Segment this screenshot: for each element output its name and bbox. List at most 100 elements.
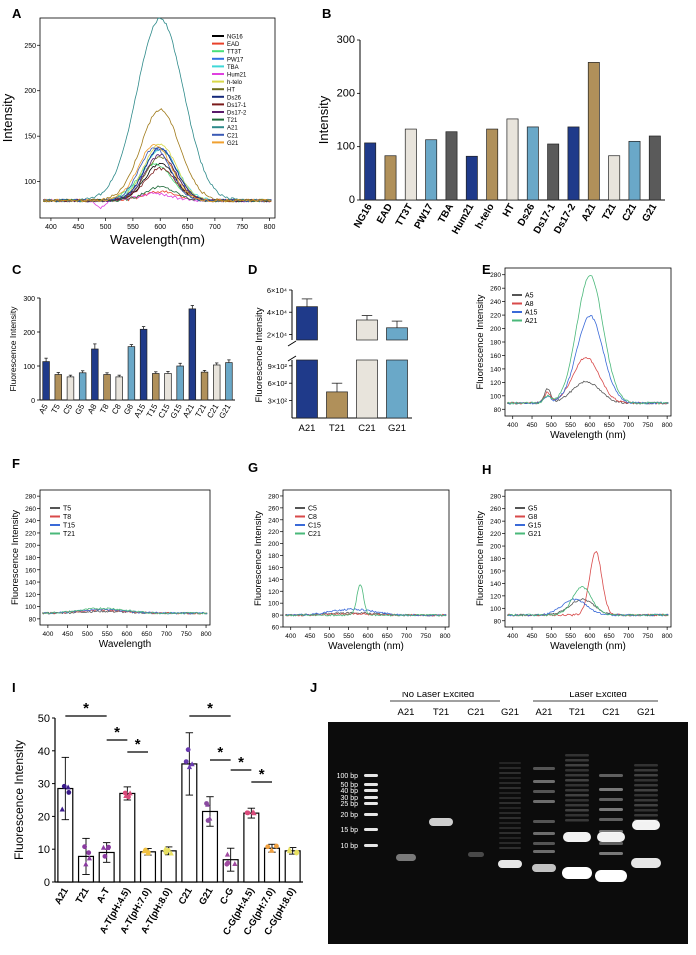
category-label: T21 (601, 202, 619, 223)
bar-A-T(pH:7.0) (139, 851, 157, 883)
y-tick-label: 80 (272, 613, 280, 620)
gel-band (565, 789, 589, 792)
gel-band (599, 808, 623, 811)
x-tick-label: 550 (565, 633, 576, 640)
x-tick-label: 500 (82, 631, 93, 638)
data-point (189, 761, 195, 767)
y-tick-label: 9×10² (268, 362, 288, 371)
y-tick-label: 180 (490, 556, 501, 563)
legend-label: h-telo (227, 80, 243, 86)
gel-band (533, 790, 555, 793)
series-line-A5 (507, 380, 669, 405)
y-tick-label: 0 (44, 877, 50, 889)
bar-T5 (54, 374, 62, 401)
gel-band (634, 799, 658, 802)
gel-band (634, 784, 658, 787)
y-tick-label: 0 (31, 398, 35, 405)
significance-marker: * (135, 736, 141, 753)
data-point (205, 801, 211, 807)
y-tick-label: 180 (25, 555, 36, 562)
category-label: C8 (110, 402, 123, 416)
gel-band (565, 769, 589, 772)
category-label: TT3T (394, 202, 415, 228)
data-point (82, 844, 87, 850)
legend-label: PW17 (227, 57, 244, 63)
y-tick-label: 260 (490, 286, 501, 293)
panel-letter: H (482, 462, 491, 477)
lane-label: G21 (501, 707, 519, 718)
legend-label: C15 (308, 523, 321, 530)
data-point (100, 844, 107, 850)
gel-band (599, 774, 623, 777)
gel-band (533, 850, 555, 853)
bar-Ds17-2 (567, 126, 580, 201)
gel-panel-j: No Laser Excited Laser Excited A21 T21 C21 G2… (328, 692, 688, 944)
gel-band (499, 807, 521, 809)
data-point (102, 853, 108, 859)
category-label: A5 (37, 402, 50, 415)
axis-break (287, 355, 297, 362)
bar-C21 (628, 140, 641, 201)
x-tick-label: 550 (343, 633, 354, 640)
category-label: T5 (50, 402, 63, 415)
plot-frame (282, 489, 450, 628)
series-line-A8 (507, 357, 669, 405)
panel-letter: J (310, 680, 317, 695)
significance-marker: * (114, 724, 120, 741)
bar-G15 (176, 365, 184, 401)
y-tick-label: 40 (38, 746, 50, 758)
y-tick-label: 200 (490, 544, 501, 551)
x-tick-label: 400 (507, 633, 518, 640)
category-label: A21 (53, 885, 72, 906)
x-axis-label: Wavelength (nm) (550, 430, 626, 441)
bar-lower-C21 (356, 359, 378, 419)
x-tick-label: 550 (565, 422, 576, 429)
ladder-band (364, 796, 378, 799)
gel-band (565, 764, 589, 767)
y-tick-label: 240 (490, 299, 501, 306)
gel-band (565, 819, 589, 822)
gel-band (499, 787, 521, 789)
x-axis-label: Wavelength (99, 639, 151, 650)
series-line-T21 (42, 607, 208, 615)
x-tick-label: 450 (527, 633, 538, 640)
gel-band (499, 812, 521, 814)
gel-band (634, 804, 658, 807)
panel-letter: I (12, 680, 16, 695)
bar-T21 (326, 391, 348, 419)
x-tick-label: 600 (585, 422, 596, 429)
y-axis-label: Fluorescence Intensity (475, 294, 486, 389)
gel-band (533, 780, 555, 783)
y-tick-label: 80 (29, 616, 37, 623)
bar-C15 (164, 373, 172, 401)
x-tick-label: 700 (161, 631, 172, 638)
y-tick-label: 120 (490, 380, 501, 387)
legend-label: A21 (525, 318, 538, 325)
bar-Hum21 (465, 155, 478, 201)
gel-band (565, 804, 589, 807)
bar-A5 (42, 361, 50, 401)
category-label: T8 (98, 402, 111, 415)
legend-label: G15 (528, 523, 541, 530)
category-label: HT (501, 202, 517, 219)
panel-letter: D (248, 262, 257, 277)
data-point (141, 848, 147, 854)
data-point (265, 844, 271, 850)
category-label: A21 (181, 402, 196, 419)
gel-band (565, 754, 589, 757)
bar-TT3T (404, 128, 417, 201)
gel-band (565, 809, 589, 812)
ladder-label: 30 bp (340, 795, 358, 802)
x-tick-label: 650 (182, 224, 194, 231)
gel-band (634, 774, 658, 777)
plot-frame (39, 17, 276, 219)
data-point (123, 792, 129, 798)
gel-band (499, 842, 521, 844)
gel-band (499, 767, 521, 769)
data-point (83, 861, 89, 867)
panel-letter: F (12, 456, 20, 471)
bar-A15 (139, 328, 148, 401)
y-tick-label: 280 (490, 272, 501, 279)
x-tick-label: 550 (127, 224, 139, 231)
